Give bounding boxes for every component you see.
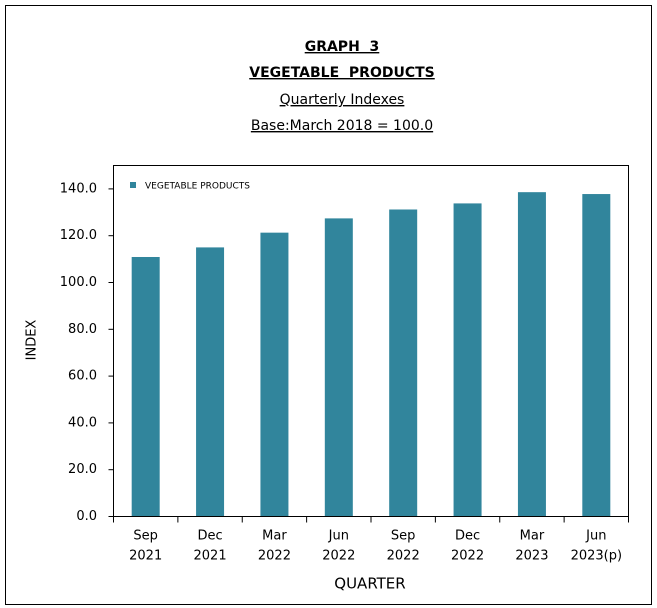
- x-tick-label: 2021: [194, 549, 227, 564]
- y-tick-label: 0.0: [76, 509, 97, 524]
- x-tick-label: Dec: [197, 529, 222, 544]
- y-axis-label: INDEX: [25, 320, 40, 361]
- bar: [389, 209, 418, 517]
- bar: [131, 256, 160, 517]
- x-tick-label: Mar: [262, 529, 287, 544]
- bar: [582, 194, 611, 517]
- y-tick-label: 120.0: [60, 228, 97, 243]
- chart-subtitle: Base:March 2018 = 100.0: [251, 118, 433, 134]
- x-tick-label: 2022: [387, 549, 420, 564]
- x-tick-label: 2022: [451, 549, 484, 564]
- x-tick-label: 2021: [129, 549, 162, 564]
- y-tick-label: 60.0: [68, 369, 97, 384]
- bar: [196, 247, 225, 517]
- x-tick-label: 2022: [258, 549, 291, 564]
- x-tick-label: Sep: [133, 529, 158, 544]
- x-tick-label: 2023(p): [571, 549, 622, 564]
- bar: [324, 218, 353, 517]
- y-tick-label: 80.0: [68, 322, 97, 337]
- plot-area: [113, 165, 629, 517]
- x-tick-label: Sep: [391, 529, 416, 544]
- chart-title: VEGETABLE PRODUCTS: [249, 65, 435, 81]
- y-tick-label: 140.0: [60, 181, 97, 196]
- x-tick-label: Dec: [455, 529, 480, 544]
- x-tick-label: Jun: [585, 529, 606, 544]
- x-tick-label: 2023: [515, 549, 548, 564]
- legend-label: VEGETABLE PRODUCTS: [145, 182, 250, 192]
- x-tick-label: 2022: [322, 549, 355, 564]
- chart-title: GRAPH 3: [305, 39, 380, 55]
- y-tick-label: 40.0: [68, 415, 97, 430]
- x-axis-label: QUARTER: [334, 575, 405, 593]
- bar: [453, 203, 482, 517]
- y-tick-label: 20.0: [68, 462, 97, 477]
- bar: [260, 232, 289, 517]
- y-tick-label: 100.0: [60, 275, 97, 290]
- bar: [517, 192, 546, 517]
- chart-subtitle: Quarterly Indexes: [280, 92, 405, 108]
- legend-swatch: [130, 182, 136, 188]
- x-tick-label: Jun: [328, 529, 349, 544]
- x-tick-label: Mar: [520, 529, 545, 544]
